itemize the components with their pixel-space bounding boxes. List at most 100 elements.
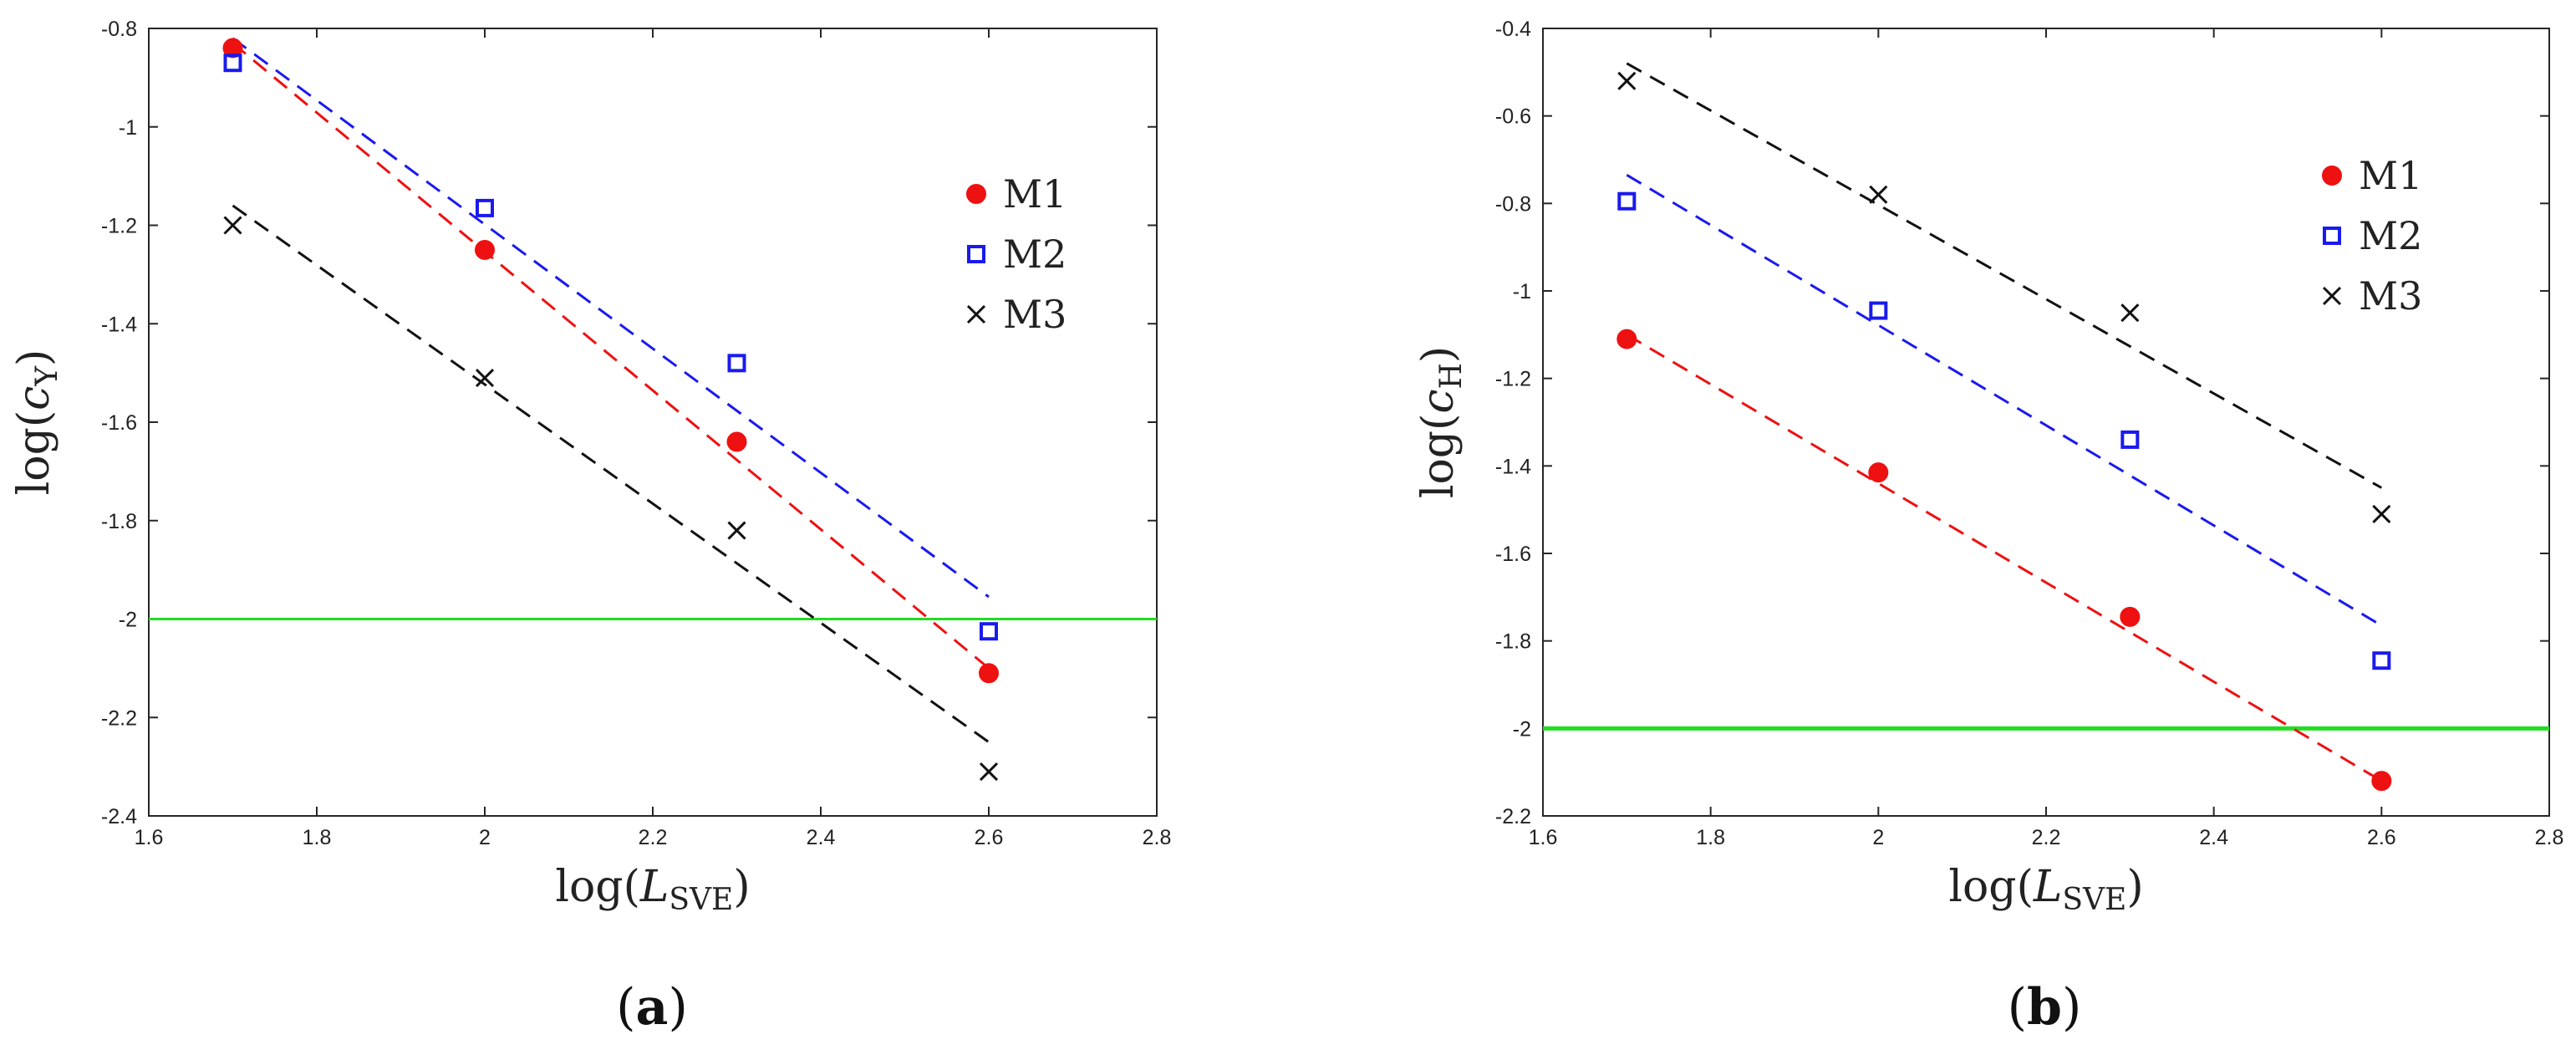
x-tick-label: 1.6 [135, 826, 164, 849]
y-tick-label: -2 [119, 609, 137, 632]
legend-marker-m1 [966, 184, 986, 204]
x-tick-label: 2.2 [639, 826, 668, 849]
y-axis-label-prefix: log( [1413, 414, 1464, 499]
data-point-m1 [726, 431, 747, 452]
y-axis-label-var: c [9, 386, 59, 410]
x-tick-label: 2.4 [807, 826, 836, 849]
legend-marker-m1 [2322, 166, 2342, 186]
panel-label: (b) [2008, 978, 2082, 1037]
data-point-m2 [1869, 301, 1888, 320]
y-tick-label: -1 [1513, 280, 1531, 303]
y-tick-label: -1 [119, 116, 137, 140]
y-tick-label: -2.4 [101, 805, 137, 828]
x-axis-label: log(LSVE) [1948, 862, 2143, 917]
x-axis-label-var: L [639, 862, 669, 912]
data-point-m1 [979, 663, 999, 684]
y-axis-label: log(cY) [9, 349, 64, 496]
x-tick-label: 2.6 [2367, 826, 2396, 849]
panel-label-open: ( [616, 978, 635, 1037]
y-axis-label-suffix: ) [1413, 346, 1464, 363]
y-tick-label: -1.4 [101, 313, 137, 336]
legend-label-m3: M3 [2359, 273, 2422, 319]
y-tick-label: -1.6 [1495, 543, 1531, 566]
y-axis-label-var: c [1413, 390, 1464, 414]
y-tick-label: -0.4 [1495, 18, 1531, 41]
data-point-m3 [2120, 303, 2140, 323]
y-axis-label: log(cH) [1413, 346, 1469, 498]
plot-area [1542, 28, 2550, 817]
data-point-m1 [475, 239, 495, 260]
x-tick-label: 2 [479, 826, 491, 849]
y-tick-label: -1.8 [101, 510, 137, 533]
x-axis-label-var: L [2033, 862, 2063, 912]
y-tick-label: -0.8 [101, 18, 137, 41]
y-tick-label: -1.2 [101, 215, 137, 238]
data-point-m3 [727, 521, 746, 540]
x-tick-label: 1.8 [303, 826, 332, 849]
legend-marker-m3 [2322, 286, 2342, 306]
x-axis-label-prefix: log( [555, 862, 640, 912]
x-axis-label-suffix: ) [733, 862, 750, 912]
data-point-m3 [1869, 185, 1888, 204]
y-axis-label-suffix: ) [9, 349, 59, 366]
panel-label-close: ) [2062, 978, 2081, 1037]
data-point-m2 [1617, 191, 1637, 211]
panel-label-letter: a [636, 978, 669, 1037]
fit-line-m3 [1626, 62, 2383, 489]
panel-a: 1.6 1.8 2 2.2 2.4 2.6 2.8 -2.4 -2.2 -2 -1.8 -1.6 -1.… [9, 18, 1171, 1037]
y-axis-label-sub: H [1434, 363, 1469, 389]
data-point-m3 [1617, 71, 1637, 90]
data-point-m2 [476, 198, 494, 217]
y-tick-label: -1.2 [1495, 368, 1531, 391]
data-point-m1 [1616, 329, 1637, 349]
data-point-m1 [222, 38, 243, 59]
legend-marker-m2 [2323, 227, 2341, 245]
x-tick-label: 2.6 [975, 826, 1004, 849]
fit-line-m2 [1626, 174, 2383, 627]
legend-marker-m3 [966, 304, 986, 324]
x-tick-label: 2.8 [1143, 826, 1172, 849]
y-axis-label-prefix: log( [9, 410, 59, 496]
x-axis-label-sub: SVE [2062, 883, 2126, 917]
x-axis-label-prefix: log( [1948, 862, 2034, 912]
plot-area [148, 28, 1158, 817]
x-axis-label: log(LSVE) [555, 862, 750, 917]
panel-label: (a) [616, 978, 688, 1037]
data-point-m3 [475, 368, 495, 388]
y-tick-label: -2 [1513, 717, 1531, 741]
y-tick-label: -1.6 [101, 411, 137, 435]
fit-line-m3 [232, 204, 990, 743]
legend-label-m2: M2 [1003, 232, 1067, 277]
x-tick-label: 2 [1872, 826, 1884, 849]
data-point-m2 [980, 622, 998, 641]
x-tick-label: 2.8 [2535, 826, 2564, 849]
x-tick-label: 2.2 [2032, 826, 2061, 849]
x-tick-label: 1.8 [1696, 826, 1725, 849]
x-tick-label: 2.4 [2199, 826, 2228, 849]
fit-line-m1 [1626, 334, 2383, 782]
data-point-m3 [2372, 504, 2391, 523]
data-point-m1 [2120, 606, 2141, 627]
data-point-m2 [2120, 430, 2140, 449]
legend-label-m3: M3 [1003, 292, 1067, 337]
data-point-m1 [1868, 462, 1889, 483]
panel-label-close: ) [668, 978, 687, 1037]
fit-line-m1 [232, 42, 990, 670]
y-tick-label: -0.8 [1495, 192, 1531, 216]
panel-label-open: ( [2008, 978, 2027, 1037]
y-tick-label: -1.8 [1495, 630, 1531, 654]
data-point-m3 [223, 216, 242, 235]
data-point-m2 [2372, 651, 2391, 670]
x-axis-label-sub: SVE [669, 883, 733, 917]
fit-line-m2 [232, 37, 990, 599]
y-tick-label: -1.4 [1495, 455, 1531, 478]
legend-label-m2: M2 [2359, 213, 2422, 258]
y-tick-label: -0.6 [1495, 105, 1531, 129]
data-point-m3 [979, 762, 999, 782]
data-point-m2 [223, 54, 242, 73]
x-axis-label-suffix: ) [2126, 862, 2143, 912]
data-point-m1 [2371, 771, 2392, 792]
panel-b: 1.6 1.8 2 2.2 2.4 2.6 2.8 -2.2 -2 -1.8 -1.6 -1.4 -1.… [1413, 18, 2563, 1037]
legend-label-m1: M1 [1003, 171, 1067, 217]
